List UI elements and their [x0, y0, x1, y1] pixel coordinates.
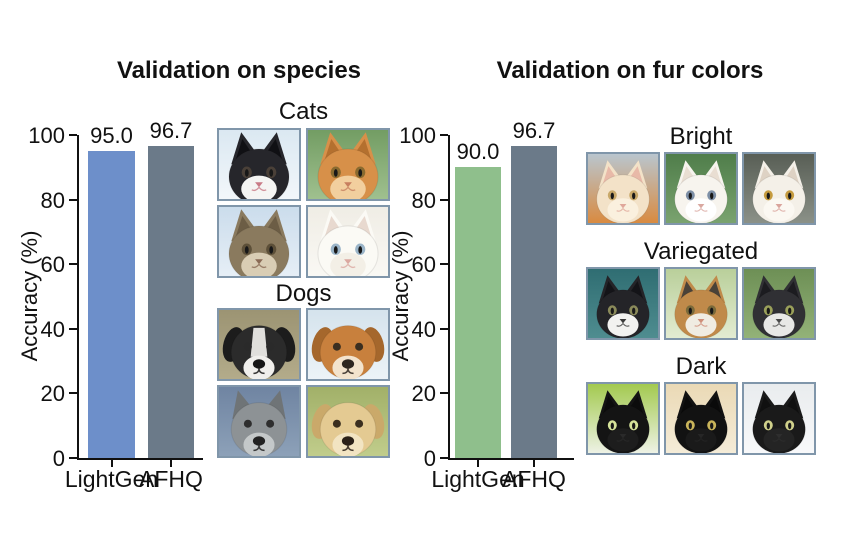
bar-fur_colors-afhq — [511, 145, 557, 458]
y-tick-label-fur_colors-60: 60 — [411, 252, 436, 278]
x-axis-species — [77, 458, 203, 460]
x-tick-fur_colors-afhq — [533, 460, 535, 467]
y-tick-species-100 — [69, 134, 77, 136]
y-axis-title-fur_colors: Accuracy (%) — [388, 230, 413, 362]
calico-cat-photo — [664, 267, 738, 340]
y-tick-species-40 — [69, 327, 77, 330]
black-cat-green-bg-photo — [586, 382, 660, 455]
gallery-label-dogs: Dogs — [275, 280, 332, 307]
y-tick-label-species-20: 20 — [40, 381, 65, 407]
orange-tabby-cat-photo — [306, 128, 390, 201]
x-category-label-fur_colors-afhq: AFHQ — [502, 466, 566, 492]
gallery-label-bright: Bright — [669, 123, 733, 150]
gallery-label-variegated: Variegated — [643, 238, 759, 265]
y-tick-fur_colors-20 — [440, 392, 448, 395]
y-tick-fur_colors-40 — [440, 327, 448, 330]
y-tick-fur_colors-60 — [440, 263, 448, 266]
bar-species-afhq — [148, 145, 194, 458]
white-longhair-cat-photo — [664, 152, 738, 225]
gray-wolf-dog-photo — [217, 385, 301, 458]
y-tick-label-fur_colors-100: 100 — [399, 123, 436, 148]
y-tick-fur_colors-100 — [440, 134, 448, 136]
y-tick-label-species-100: 100 — [28, 123, 65, 148]
tuxedo-cat-photo — [217, 128, 301, 201]
black-longhair-cat-photo — [742, 382, 816, 455]
x-axis-fur_colors — [448, 458, 574, 460]
y-tick-species-80 — [69, 198, 77, 201]
bar-fur_colors-lightgen — [455, 167, 501, 458]
black-white-cat-photo — [742, 267, 816, 340]
y-axis-fur_colors — [448, 135, 450, 460]
y-tick-label-fur_colors-80: 80 — [411, 187, 436, 213]
gallery-label-dark: Dark — [675, 353, 727, 380]
black-white-dog-photo — [217, 308, 301, 381]
bar-value-fur_colors-lightgen: 90.0 — [456, 139, 500, 165]
white-cat-photo — [306, 205, 390, 278]
x-tick-species-afhq — [170, 460, 172, 467]
y-tick-species-60 — [69, 263, 77, 266]
bar-value-species-afhq: 96.7 — [149, 117, 193, 143]
y-tick-label-species-80: 80 — [40, 187, 65, 213]
white-cat-gold-eyes-photo — [742, 152, 816, 225]
y-tick-label-fur_colors-0: 0 — [423, 446, 436, 471]
fluffy-brown-dog-photo — [306, 308, 390, 381]
chart-title-species: Validation on species — [116, 57, 362, 84]
x-category-label-fur_colors-lightgen: LightGen — [431, 466, 525, 492]
y-tick-fur_colors-80 — [440, 198, 448, 201]
bar-value-fur_colors-afhq: 96.7 — [512, 117, 556, 143]
golden-retriever-photo — [306, 385, 390, 458]
y-axis-title-species: Accuracy (%) — [17, 230, 42, 362]
y-tick-label-species-40: 40 — [40, 316, 65, 342]
y-tick-species-20 — [69, 392, 77, 395]
x-category-label-species-lightgen: LightGen — [64, 466, 159, 492]
x-tick-species-lightgen — [110, 460, 113, 467]
y-tick-label-species-60: 60 — [40, 252, 65, 278]
x-category-label-species-afhq: AFHQ — [139, 466, 203, 492]
brown-tabby-cat-photo — [217, 205, 301, 278]
cream-kitten-photo — [586, 152, 660, 225]
bar-value-species-lightgen: 95.0 — [90, 123, 133, 149]
bar-species-lightgen — [88, 151, 135, 458]
y-axis-species — [77, 135, 79, 460]
y-tick-species-0 — [69, 457, 77, 459]
black-cat-tan-bg-photo — [664, 382, 738, 455]
tuxedo-cat-teal-photo — [586, 267, 660, 340]
gallery-label-cats: Cats — [278, 98, 329, 125]
y-tick-label-fur_colors-40: 40 — [411, 316, 436, 342]
y-tick-label-species-0: 0 — [52, 446, 65, 471]
chart-title-fur-colors: Validation on fur colors — [496, 57, 764, 84]
x-tick-fur_colors-lightgen — [477, 460, 479, 467]
y-tick-fur_colors-0 — [440, 457, 448, 459]
y-tick-label-fur_colors-20: 20 — [411, 381, 436, 407]
